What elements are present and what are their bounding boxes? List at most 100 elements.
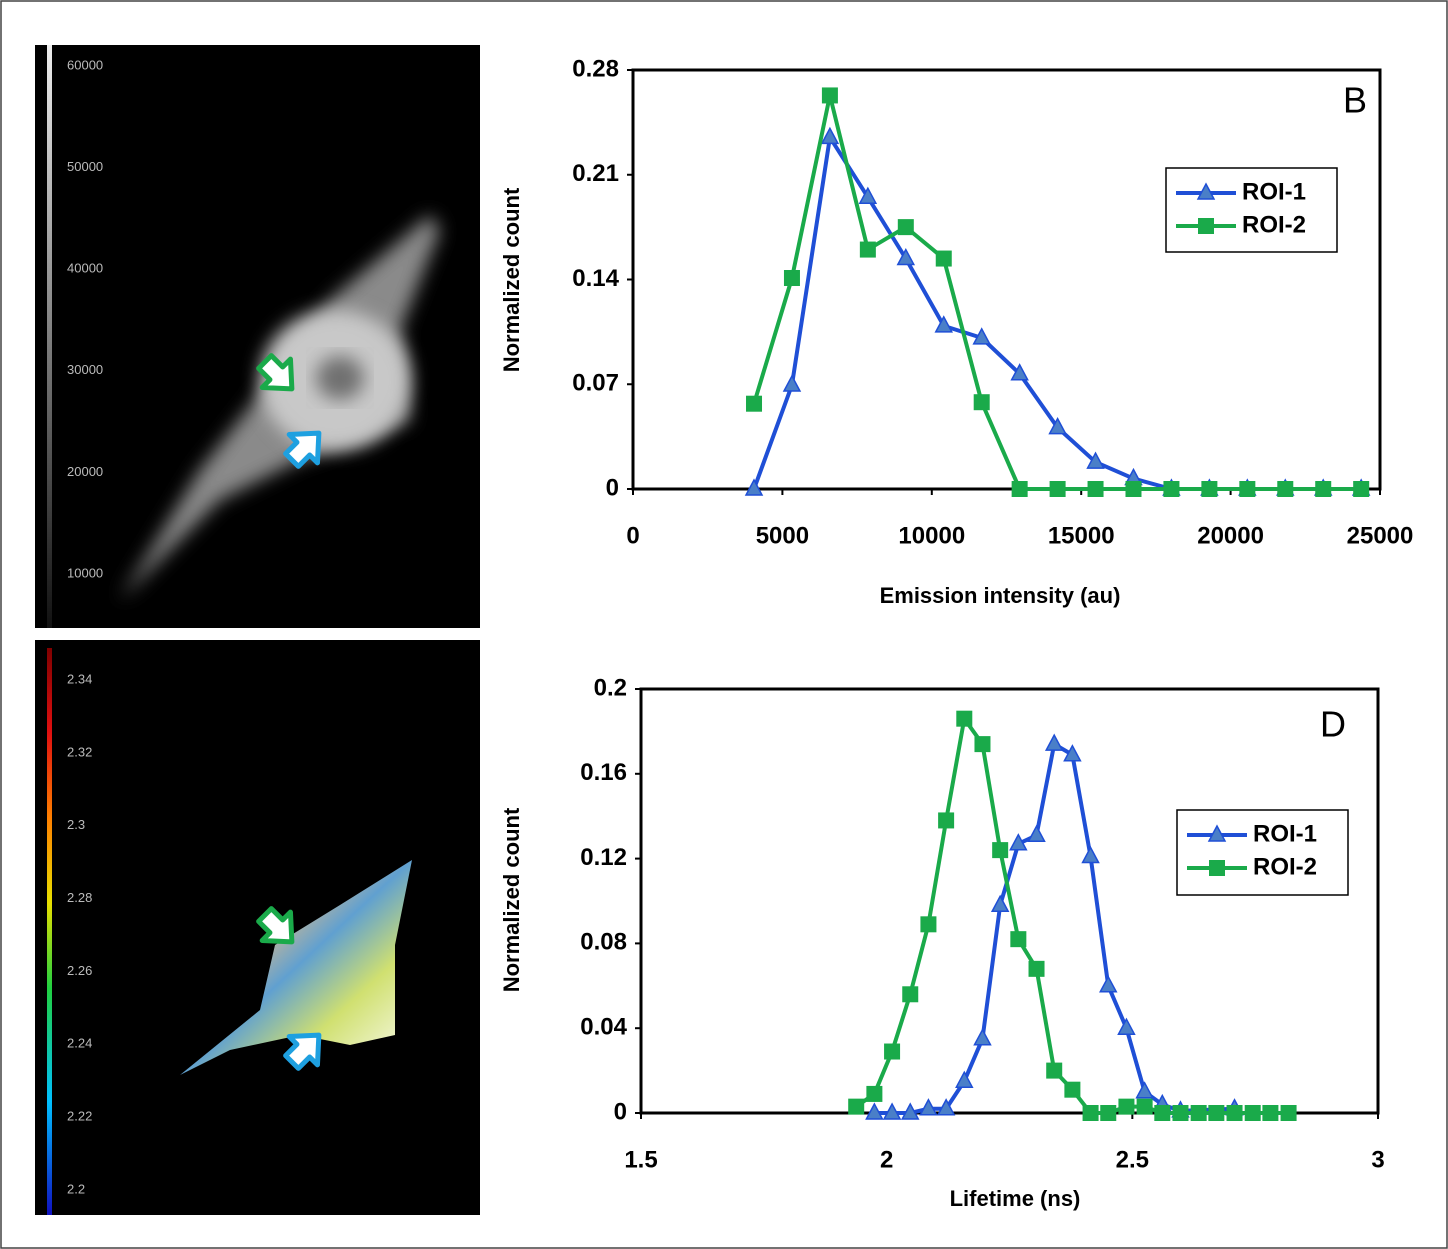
colorbar-tick-label: 2.22	[67, 1109, 92, 1124]
y-tick-label: 0	[614, 1098, 627, 1125]
panel-letter: A	[425, 80, 449, 121]
marker	[897, 219, 914, 236]
marker	[859, 241, 876, 258]
marker	[1086, 451, 1105, 469]
marker	[858, 186, 878, 204]
x-tick-label: 0	[626, 522, 639, 549]
marker	[821, 87, 838, 104]
marker	[1262, 1105, 1279, 1121]
marker	[1136, 1098, 1153, 1115]
marker	[865, 1102, 884, 1120]
colorbar-tick-label: 40000	[67, 261, 103, 276]
marker	[902, 986, 919, 1003]
x-axis-label: Lifetime (ns)	[950, 1186, 1081, 1211]
panel-letter: C	[424, 674, 450, 715]
marker	[1280, 1105, 1297, 1121]
marker	[1063, 744, 1082, 762]
marker	[1163, 481, 1180, 497]
x-tick-label: 2	[880, 1146, 893, 1173]
panel-letter: D	[1320, 704, 1346, 745]
marker	[1201, 481, 1218, 497]
marker	[1049, 481, 1066, 497]
marker	[1117, 1017, 1136, 1035]
marker	[1087, 481, 1104, 497]
legend-marker	[1198, 218, 1214, 234]
marker	[1118, 1098, 1135, 1115]
colorbar-tick-label: 50000	[67, 159, 103, 174]
colorbar-tick-label: 60000	[67, 57, 103, 72]
colorbar-tick-label: 2.24	[67, 1036, 92, 1051]
series-line	[855, 716, 1289, 1115]
marker	[990, 894, 1010, 912]
x-tick-label: 20000	[1197, 522, 1264, 549]
marker	[955, 1070, 974, 1088]
marker	[1315, 481, 1332, 497]
marker	[1226, 1105, 1243, 1121]
colorbar-tick-label: 2.32	[67, 744, 92, 759]
marker	[919, 1098, 938, 1116]
image-a: A	[35, 45, 480, 628]
x-tick-label: 15000	[1048, 522, 1115, 549]
marker	[882, 1102, 902, 1120]
colorbar-tick-label: 20000	[67, 464, 103, 479]
marker	[1239, 481, 1256, 497]
marker	[1172, 1105, 1189, 1121]
x-tick-label: 3	[1371, 1146, 1384, 1173]
x-tick-label: 5000	[756, 522, 809, 549]
legend-marker	[1196, 182, 1216, 200]
marker	[1064, 1081, 1081, 1098]
x-tick-label: 1.5	[624, 1146, 657, 1173]
legend-label: ROI-1	[1242, 178, 1306, 205]
y-tick-label: 0.12	[580, 844, 627, 871]
legend-label: ROI-2	[1242, 211, 1306, 238]
panel-letter: B	[1343, 80, 1367, 121]
marker	[974, 736, 991, 753]
marker	[901, 1102, 920, 1120]
legend-label: ROI-1	[1253, 820, 1317, 847]
legend-marker	[1209, 860, 1225, 876]
colorbar-tick-label: 2.34	[67, 671, 92, 686]
legend-marker	[1207, 824, 1227, 842]
marker	[866, 1085, 883, 1102]
y-tick-label: 0.04	[580, 1014, 627, 1041]
marker	[1027, 824, 1046, 843]
x-tick-label: 2.5	[1116, 1146, 1149, 1173]
y-tick-label: 0.16	[580, 759, 627, 786]
x-axis-label: Emission intensity (au)	[880, 583, 1121, 608]
marker	[1353, 481, 1370, 497]
marker	[935, 250, 952, 267]
colorbar-tick-label: 2.26	[67, 963, 92, 978]
y-tick-label: 0.08	[580, 929, 627, 956]
marker	[896, 247, 916, 266]
marker	[1099, 975, 1118, 993]
marker	[934, 315, 954, 333]
y-tick-label: 0.14	[572, 265, 619, 292]
marker	[972, 327, 991, 345]
x-tick-label: 10000	[898, 522, 965, 549]
marker	[848, 1098, 865, 1115]
marker	[782, 374, 802, 392]
marker	[1244, 1105, 1261, 1121]
marker	[1046, 1062, 1063, 1079]
marker	[1082, 1105, 1099, 1121]
plot-area	[639, 687, 1380, 1115]
marker	[1135, 1081, 1154, 1099]
colorbar-tick-label: 30000	[67, 362, 103, 377]
y-axis-label: Normalized count	[499, 807, 524, 992]
marker	[884, 1043, 901, 1060]
marker	[992, 842, 1009, 859]
marker	[938, 812, 955, 829]
marker	[1010, 931, 1027, 948]
colorbar-tick-label: 10000	[67, 565, 103, 580]
marker	[1028, 960, 1045, 977]
marker	[1208, 1105, 1225, 1121]
x-tick-label: 25000	[1347, 522, 1414, 549]
marker	[820, 126, 840, 145]
marker	[1154, 1105, 1171, 1121]
marker	[1100, 1105, 1117, 1121]
y-tick-label: 0.07	[572, 370, 619, 397]
y-tick-label: 0.28	[572, 55, 619, 82]
marker	[783, 270, 800, 287]
marker	[1010, 363, 1029, 381]
marker	[1125, 481, 1142, 497]
